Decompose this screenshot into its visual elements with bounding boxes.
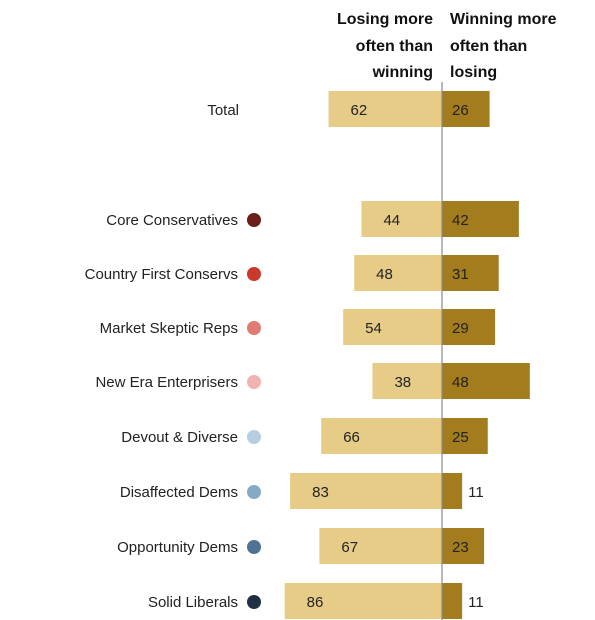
category-label-opportunity-dems: Opportunity Dems — [117, 539, 238, 556]
header-left-line2: often than — [356, 38, 433, 55]
group-dot-solid-liberals — [247, 595, 261, 609]
group-dot-market-skeptic-reps — [247, 321, 261, 335]
bar-losing-core-conservatives — [361, 201, 442, 237]
category-label-country-first-conservs: Country First Conservs — [85, 266, 238, 283]
category-label-devout-diverse: Devout & Diverse — [121, 429, 238, 446]
value-losing-disaffected-dems: 83 — [312, 484, 329, 501]
bar-winning-country-first-conservs — [442, 255, 499, 291]
bar-winning-disaffected-dems — [442, 473, 463, 509]
header-left-line3: winning — [372, 64, 433, 81]
bar-winning-total — [442, 91, 490, 127]
bar-losing-opportunity-dems — [319, 528, 442, 564]
bar-winning-solid-liberals — [442, 583, 463, 619]
group-dot-country-first-conservs — [247, 267, 261, 281]
group-dot-core-conservatives — [247, 213, 261, 227]
bar-losing-solid-liberals — [284, 583, 442, 619]
bar-losing-devout-diverse — [321, 418, 442, 454]
value-winning-new-era-enterprisers: 48 — [452, 374, 469, 391]
value-losing-opportunity-dems: 67 — [341, 539, 358, 556]
value-winning-devout-diverse: 25 — [452, 429, 469, 446]
header-left-line1: Losing more — [337, 11, 433, 28]
category-label-solid-liberals: Solid Liberals — [148, 594, 238, 611]
value-losing-devout-diverse: 66 — [343, 429, 360, 446]
value-winning-core-conservatives: 42 — [452, 212, 469, 229]
category-label-disaffected-dems: Disaffected Dems — [120, 484, 238, 501]
group-dot-devout-diverse — [247, 430, 261, 444]
value-losing-solid-liberals: 86 — [307, 594, 324, 611]
value-losing-country-first-conservs: 48 — [376, 266, 393, 283]
bar-winning-core-conservatives — [442, 201, 519, 237]
bar-winning-opportunity-dems — [442, 528, 485, 564]
value-winning-total: 26 — [452, 102, 469, 119]
group-dot-new-era-enterprisers — [247, 375, 261, 389]
bar-losing-country-first-conservs — [354, 255, 442, 291]
bar-winning-market-skeptic-reps — [442, 309, 496, 345]
value-winning-country-first-conservs: 31 — [452, 266, 469, 283]
category-label-new-era-enterprisers: New Era Enterprisers — [95, 374, 238, 391]
bar-losing-market-skeptic-reps — [343, 309, 442, 345]
bar-losing-total — [328, 91, 442, 127]
category-label-core-conservatives: Core Conservatives — [106, 212, 238, 229]
value-losing-core-conservatives: 44 — [383, 212, 400, 229]
bar-losing-new-era-enterprisers — [372, 363, 442, 399]
value-winning-market-skeptic-reps: 29 — [452, 320, 469, 337]
category-label-total: Total — [207, 102, 239, 119]
value-losing-new-era-enterprisers: 38 — [394, 374, 411, 391]
value-losing-total: 62 — [351, 102, 368, 119]
value-losing-market-skeptic-reps: 54 — [365, 320, 382, 337]
header-right-line3: losing — [450, 64, 497, 81]
value-winning-disaffected-dems: 11 — [468, 484, 484, 501]
chart-rows: Total 62 26 Core Conservatives 44 42 Country F… — [85, 91, 530, 619]
value-winning-solid-liberals: 11 — [468, 594, 484, 611]
bar-winning-new-era-enterprisers — [442, 363, 530, 399]
bar-winning-devout-diverse — [442, 418, 488, 454]
value-winning-opportunity-dems: 23 — [452, 539, 469, 556]
group-dot-disaffected-dems — [247, 485, 261, 499]
group-dot-opportunity-dems — [247, 540, 261, 554]
header-right-line1: Winning more — [450, 11, 557, 28]
chart-headers: Losing more often than winning Winning m… — [337, 11, 557, 81]
bar-losing-disaffected-dems — [290, 473, 442, 509]
header-right-line2: often than — [450, 38, 527, 55]
category-label-market-skeptic-reps: Market Skeptic Reps — [100, 320, 238, 337]
